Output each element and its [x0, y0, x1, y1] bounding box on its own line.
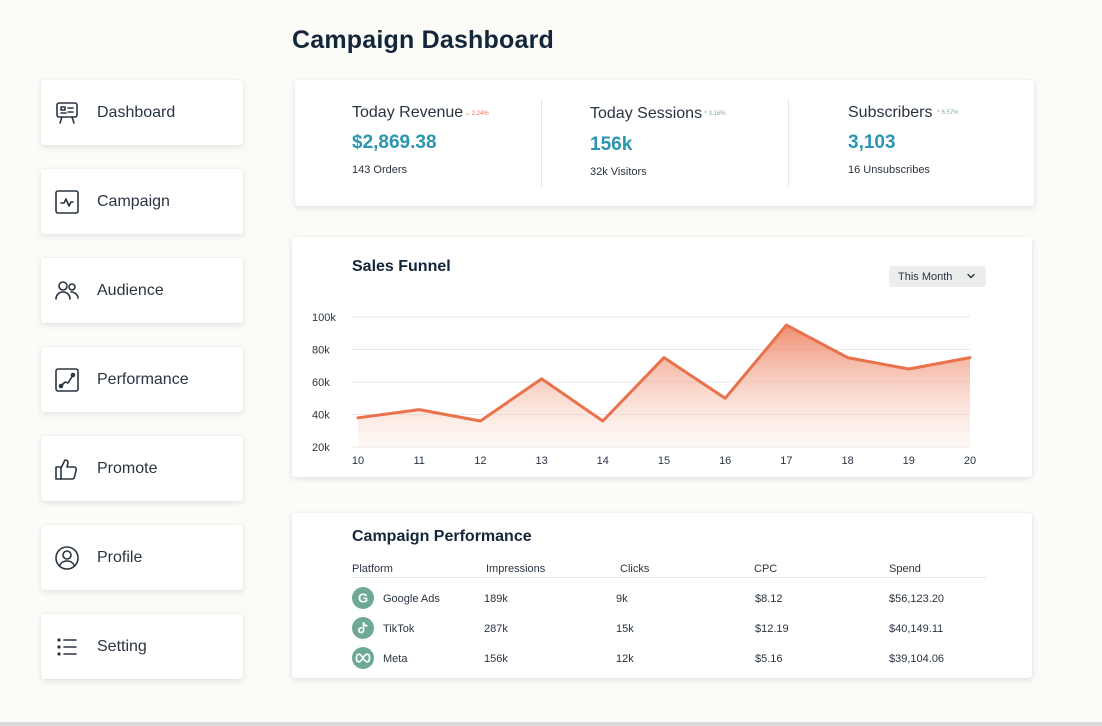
cell-platform: Meta — [383, 653, 408, 665]
page-title: Campaign Dashboard — [292, 26, 554, 54]
divider — [788, 99, 789, 187]
presentation-board-icon — [53, 99, 81, 127]
chevron-down-icon — [966, 271, 976, 284]
y-tick-label: 100k — [312, 312, 336, 324]
y-tick-label: 60k — [312, 377, 330, 389]
stat-delta: ^ 6.57% — [937, 110, 959, 116]
x-tick-label: 18 — [841, 455, 853, 467]
stat-title: Today Sessions — [590, 105, 703, 122]
sidebar-item-label: Performance — [97, 370, 189, 388]
y-tick-label: 80k — [312, 345, 330, 357]
cell-impressions: 189k — [484, 593, 508, 605]
cell-cpc: $8.12 — [755, 593, 783, 605]
google-g-icon: G — [352, 587, 374, 609]
users-icon — [53, 277, 81, 305]
stat-value: 156k — [590, 134, 633, 155]
sidebar-item-promote[interactable]: Promote — [41, 436, 243, 501]
cell-impressions: 156k — [484, 653, 508, 665]
user-circle-icon — [53, 544, 81, 572]
section-title: Sales Funnel — [352, 258, 451, 275]
stat-value: 3,103 — [848, 132, 896, 153]
sidebar-item-label: Audience — [97, 281, 164, 299]
stats-card: Today Revenue ⌄ 2.24% $2,869.38 143 Orde… — [295, 80, 1034, 206]
column-header-cpc[interactable]: CPC — [754, 563, 778, 575]
cell-clicks: 9k — [616, 593, 628, 605]
cell-spend: $39,104.06 — [889, 653, 945, 665]
cell-spend: $56,123.20 — [889, 593, 945, 605]
bottom-edge — [0, 722, 1102, 726]
sidebar-item-setting[interactable]: Setting — [41, 614, 243, 679]
cell-clicks: 12k — [616, 653, 634, 665]
campaign-performance-card: Campaign Performance Platform Impression… — [292, 513, 1032, 678]
stat-title: Subscribers — [848, 104, 933, 121]
stat-delta: ⌄ 2.24% — [465, 111, 489, 117]
column-header-spend[interactable]: Spend — [889, 563, 921, 575]
x-tick-label: 19 — [903, 455, 915, 467]
sidebar-item-label: Campaign — [97, 192, 170, 210]
stat-value: $2,869.38 — [352, 132, 437, 153]
series-line — [356, 323, 972, 423]
range-select[interactable]: This Month — [889, 266, 986, 287]
svg-text:G: G — [358, 591, 368, 605]
x-tick-label: 17 — [780, 455, 792, 467]
x-tick-label: 16 — [719, 455, 731, 467]
section-title: Campaign Performance — [352, 528, 532, 545]
cell-cpc: $5.16 — [755, 653, 783, 665]
sidebar-item-campaign[interactable]: Campaign — [41, 169, 243, 234]
x-tick-label: 15 — [658, 455, 670, 467]
cell-impressions: 287k — [484, 623, 508, 635]
x-tick-label: 14 — [597, 455, 609, 467]
x-tick-label: 13 — [535, 455, 547, 467]
stat-title: Today Revenue — [352, 104, 464, 121]
meta-infinity-icon — [352, 647, 374, 669]
stat-delta: ^ 3.16% — [704, 111, 726, 117]
sidebar-item-label: Setting — [97, 637, 147, 655]
y-tick-label: 40k — [312, 410, 330, 422]
column-header-impressions[interactable]: Impressions — [486, 563, 546, 575]
stat-sub: 16 Unsubscribes — [848, 164, 930, 176]
cell-platform: Google Ads — [383, 593, 440, 605]
y-tick-label: 20k — [312, 442, 330, 454]
stat-sub: 32k Visitors — [590, 166, 647, 178]
sidebar-item-performance[interactable]: Performance — [41, 347, 243, 412]
sidebar-item-profile[interactable]: Profile — [41, 525, 243, 590]
column-header-clicks[interactable]: Clicks — [620, 563, 650, 575]
x-tick-label: 11 — [413, 455, 424, 467]
tiktok-icon — [352, 617, 374, 639]
column-header-platform[interactable]: Platform — [352, 563, 393, 575]
sidebar-item-label: Promote — [97, 459, 158, 477]
trend-line-icon — [53, 366, 81, 394]
range-select-value: This Month — [898, 270, 953, 283]
series-area — [358, 325, 970, 447]
cell-spend: $40,149.11 — [889, 623, 944, 635]
activity-chart-icon — [53, 188, 81, 216]
sales-funnel-chart: 20k 40k 60k 80k 100k 10 11 12 13 14 15 16 17 18 19 20 — [312, 312, 976, 467]
sidebar-item-audience[interactable]: Audience — [41, 258, 243, 323]
list-icon — [53, 633, 81, 661]
x-tick-label: 20 — [964, 455, 976, 467]
cell-platform: TikTok — [383, 623, 415, 635]
sales-funnel-card: Sales Funnel This Month 20k 40k 60k 80k 100k… — [292, 237, 1032, 477]
sidebar-item-label: Dashboard — [97, 103, 176, 121]
stat-sub: 143 Orders — [352, 164, 408, 176]
thumbs-up-icon — [53, 455, 81, 483]
cell-cpc: $12.19 — [755, 623, 789, 635]
header-divider — [352, 577, 986, 578]
cell-clicks: 15k — [616, 623, 634, 635]
divider — [541, 99, 542, 187]
x-tick-label: 12 — [474, 455, 486, 467]
x-tick-label: 10 — [352, 455, 364, 467]
sidebar-item-label: Profile — [97, 548, 143, 566]
sidebar-item-dashboard[interactable]: Dashboard — [41, 80, 243, 145]
